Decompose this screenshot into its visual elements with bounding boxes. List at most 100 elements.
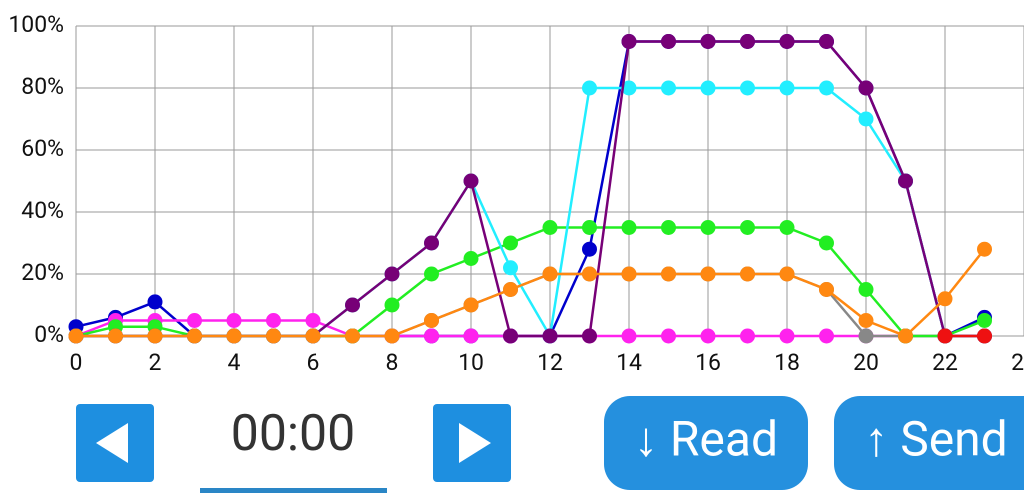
data-point [424, 328, 439, 344]
data-point [503, 282, 518, 297]
time-field[interactable]: 00:00 [231, 405, 356, 463]
data-point [621, 80, 637, 96]
time-underline [200, 488, 387, 493]
data-point [740, 80, 755, 96]
x-tick-label: 4 [228, 349, 241, 376]
data-point [937, 291, 953, 307]
next-button[interactable] [433, 404, 511, 482]
data-point [819, 80, 834, 96]
data-point [779, 34, 795, 49]
x-tick-label: 0 [70, 349, 83, 376]
data-point [147, 328, 163, 344]
x-tick-label: 24 [1011, 349, 1024, 376]
data-point [858, 80, 874, 96]
data-point [740, 328, 755, 344]
data-point [582, 241, 597, 257]
data-point [582, 80, 597, 96]
prev-button[interactable] [76, 404, 154, 482]
data-point [898, 328, 913, 344]
x-tick-label: 2 [149, 349, 162, 376]
data-point [187, 313, 202, 328]
read-button-bg[interactable] [604, 396, 808, 490]
data-point [819, 282, 834, 297]
data-point [305, 313, 321, 328]
data-point [661, 34, 676, 49]
prev-icon[interactable] [96, 423, 128, 463]
data-point [226, 313, 242, 328]
data-point [542, 266, 558, 282]
data-point [463, 328, 479, 344]
data-point [937, 328, 953, 344]
next-icon[interactable] [459, 423, 491, 463]
data-point [621, 220, 637, 235]
data-point [621, 328, 637, 344]
data-point [542, 220, 558, 235]
data-point [819, 34, 834, 49]
data-point [779, 220, 795, 235]
x-tick-label: 22 [932, 349, 958, 376]
read-button[interactable]: ↓ Read [604, 396, 808, 490]
data-point [463, 297, 479, 313]
data-point [424, 266, 439, 282]
data-point [345, 297, 360, 313]
data-point [384, 266, 400, 282]
y-tick-label: 80% [21, 73, 64, 100]
data-point [819, 328, 834, 344]
y-tick-label: 60% [21, 135, 64, 162]
data-point [898, 173, 913, 189]
data-point [384, 328, 400, 344]
x-tick-label: 16 [695, 349, 721, 376]
data-point [977, 313, 992, 328]
data-point [977, 241, 992, 257]
data-point [345, 328, 360, 344]
read-label[interactable]: ↓ Read [634, 411, 778, 468]
data-point [108, 328, 123, 344]
data-point [621, 266, 637, 282]
data-point [740, 266, 755, 282]
data-point [858, 111, 874, 127]
data-point [503, 235, 518, 251]
data-point [740, 220, 755, 235]
x-tick-label: 14 [616, 349, 642, 376]
series-line [76, 248, 986, 338]
send-button[interactable]: ↑ Send [834, 396, 1024, 490]
data-point [740, 34, 755, 49]
y-tick-label: 100% [8, 11, 64, 38]
send-label[interactable]: ↑ Send [864, 411, 1007, 468]
data-point [819, 235, 834, 251]
data-point [661, 80, 676, 96]
data-point [68, 328, 84, 344]
x-tick-label: 18 [774, 349, 800, 376]
data-point [503, 260, 518, 276]
data-point [661, 266, 676, 282]
x-tick-label: 10 [458, 349, 484, 376]
data-point [187, 328, 202, 344]
y-tick-label: 0% [34, 321, 64, 348]
y-tick-label: 20% [21, 259, 64, 286]
data-point [779, 80, 795, 96]
data-point [779, 266, 795, 282]
data-point [700, 34, 716, 49]
data-point [266, 313, 281, 328]
data-point [700, 328, 716, 344]
data-point [858, 313, 874, 328]
y-tick-label: 40% [21, 197, 64, 224]
data-point [424, 313, 439, 328]
series-line [76, 40, 985, 338]
data-point [582, 266, 597, 282]
data-point [977, 328, 992, 344]
data-point [582, 220, 597, 235]
data-point [700, 266, 716, 282]
x-tick-label: 20 [853, 349, 879, 376]
data-point [661, 220, 676, 235]
data-point [542, 328, 558, 344]
data-point [463, 173, 479, 189]
data-point [582, 328, 597, 344]
data-point [700, 80, 716, 96]
send-button-bg[interactable] [834, 396, 1024, 490]
data-point [621, 34, 637, 49]
series-line [75, 319, 985, 338]
data-point [661, 328, 676, 344]
